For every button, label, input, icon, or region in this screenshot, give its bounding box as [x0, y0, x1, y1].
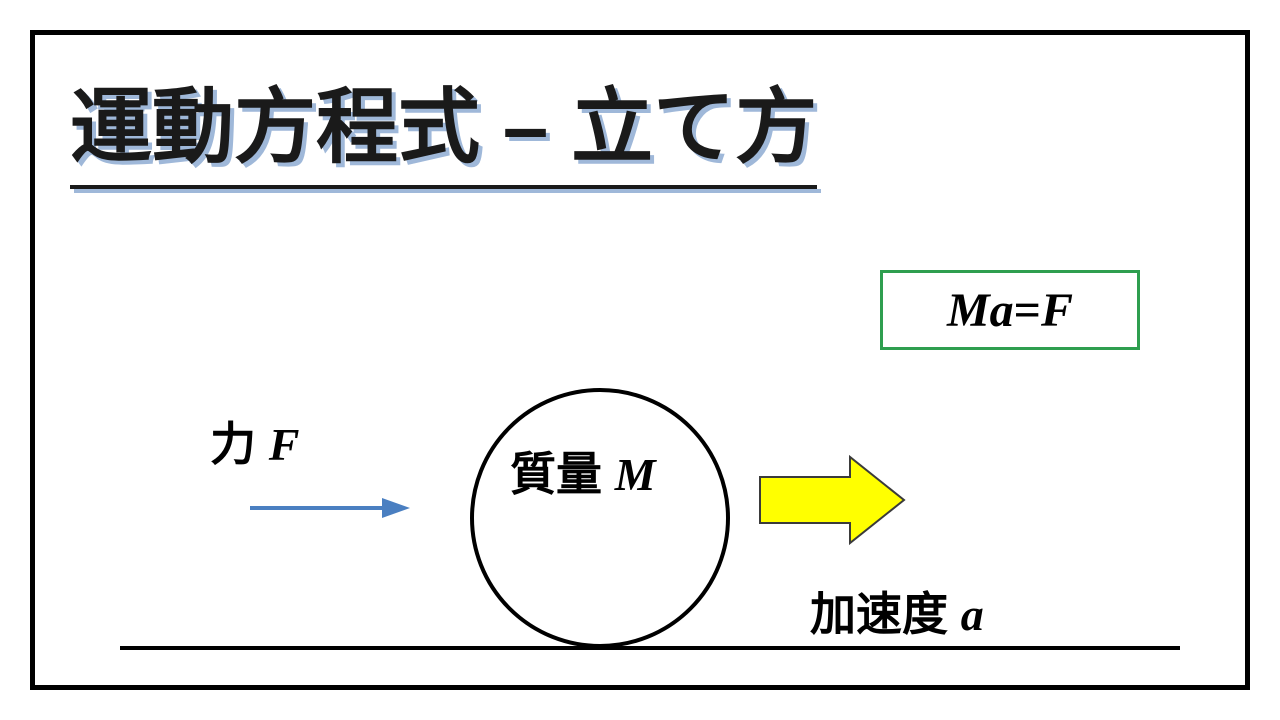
- accel-label-text: 加速度: [810, 588, 961, 640]
- mass-ball: [470, 388, 730, 648]
- accel-arrow-icon: [760, 500, 761, 501]
- force-label-var: F: [269, 419, 300, 470]
- equation-F: F: [1041, 283, 1073, 338]
- mass-label-var: M: [615, 449, 656, 500]
- mass-label: 質量 M: [510, 438, 656, 504]
- accel-label-var: a: [961, 589, 984, 640]
- force-label-text: 力: [210, 418, 269, 470]
- equation-a: a: [990, 283, 1014, 338]
- force-label: 力 F: [210, 408, 299, 474]
- accel-label: 加速度 a: [810, 578, 984, 644]
- equation-eq: =: [1014, 283, 1041, 338]
- force-arrow-icon: [250, 508, 251, 509]
- equation-M: M: [947, 283, 990, 338]
- page-title-text: 運動方程式 – 立て方: [70, 60, 817, 179]
- mass-label-text: 質量: [510, 448, 615, 500]
- ground-line: [120, 646, 1180, 650]
- equation-box: M a = F: [880, 270, 1140, 350]
- page-title-main: 運動方程式 – 立て方: [70, 60, 817, 189]
